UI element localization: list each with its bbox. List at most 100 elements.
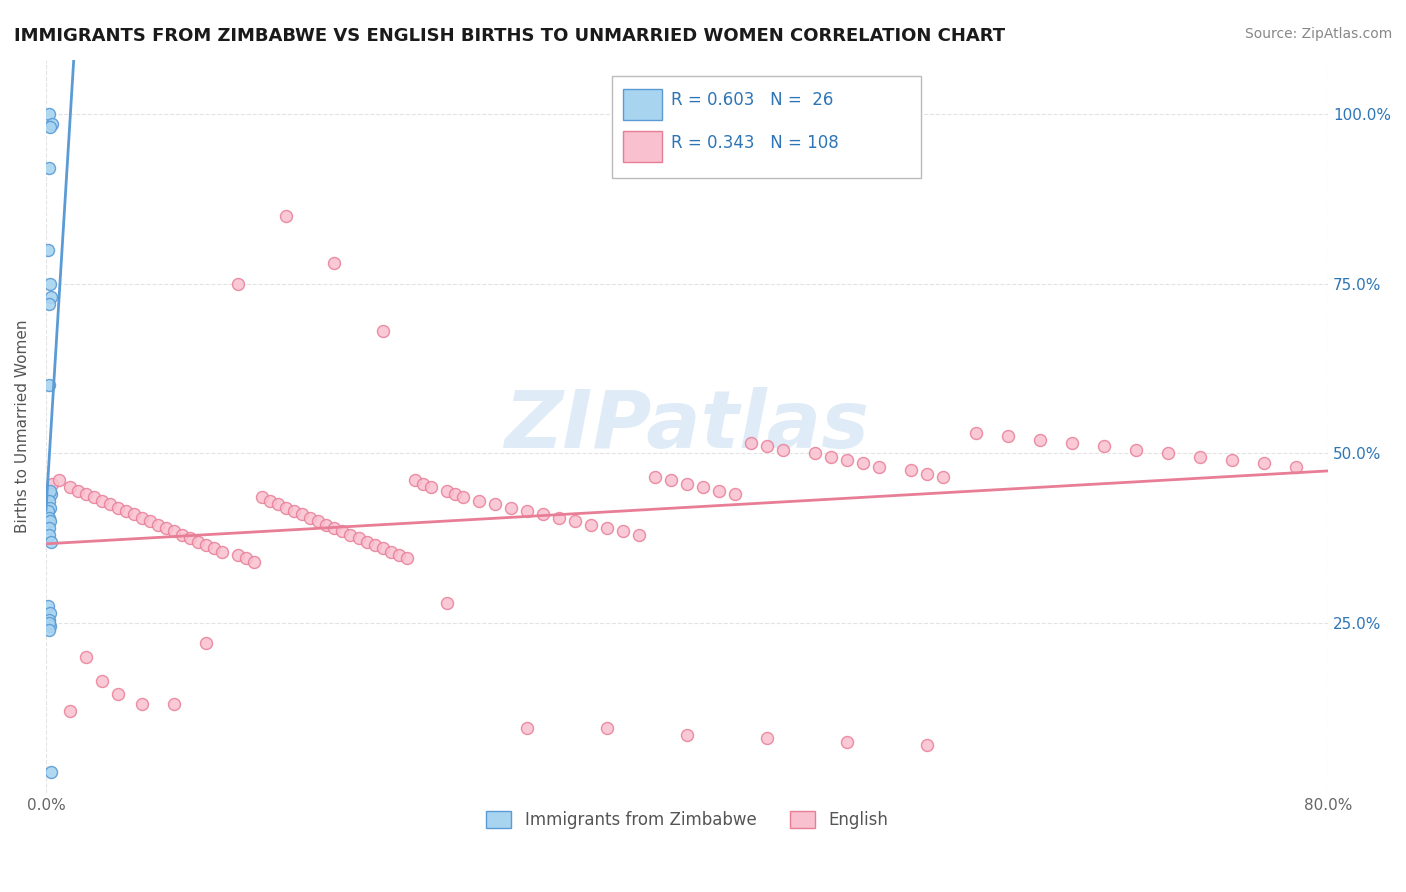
Point: [740, 436, 762, 450]
Point: [38, 297, 60, 311]
Point: [59, 480, 82, 494]
Point: [451, 491, 474, 505]
Point: [371, 541, 394, 556]
Point: [579, 517, 602, 532]
Point: [91, 493, 114, 508]
Point: [172, 527, 194, 541]
Point: [38, 378, 60, 392]
Point: [259, 493, 281, 508]
Point: [235, 551, 257, 566]
Point: [387, 548, 409, 562]
Point: [820, 450, 842, 464]
Point: [371, 324, 394, 338]
Point: [1028, 433, 1050, 447]
Point: [315, 517, 337, 532]
Point: [1060, 436, 1083, 450]
Point: [39, 765, 62, 780]
Point: [59, 704, 82, 718]
Point: [596, 521, 619, 535]
Point: [756, 731, 779, 746]
Point: [707, 483, 730, 498]
Point: [1253, 457, 1275, 471]
Point: [363, 538, 385, 552]
Point: [692, 480, 714, 494]
Point: [467, 493, 489, 508]
Point: [39, 514, 62, 528]
Point: [41, 117, 63, 131]
Point: [91, 673, 114, 688]
Point: [997, 429, 1019, 443]
Point: [38, 107, 60, 121]
Point: [1125, 442, 1147, 457]
Point: [516, 721, 538, 735]
Point: [202, 541, 225, 556]
Point: [1092, 440, 1115, 454]
Point: [39, 483, 62, 498]
Point: [38, 161, 60, 176]
Point: [1285, 459, 1308, 474]
Point: [917, 738, 939, 752]
Point: [323, 256, 346, 270]
Point: [75, 649, 97, 664]
Point: [39, 290, 62, 304]
Point: [226, 548, 249, 562]
Point: [1220, 453, 1243, 467]
Point: [516, 504, 538, 518]
Point: [307, 514, 329, 528]
Point: [436, 483, 458, 498]
Point: [837, 453, 859, 467]
Point: [339, 527, 361, 541]
Point: [772, 442, 794, 457]
Point: [276, 209, 298, 223]
Point: [499, 500, 522, 515]
Point: [965, 425, 987, 440]
Point: [146, 517, 169, 532]
Point: [724, 487, 747, 501]
Point: [98, 497, 121, 511]
Text: ZIPatlas: ZIPatlas: [505, 387, 869, 465]
Point: [37, 599, 59, 613]
Text: IMMIGRANTS FROM ZIMBABWE VS ENGLISH BIRTHS TO UNMARRIED WOMEN CORRELATION CHART: IMMIGRANTS FROM ZIMBABWE VS ENGLISH BIRT…: [14, 27, 1005, 45]
Point: [37, 243, 59, 257]
Point: [39, 120, 62, 135]
Point: [39, 487, 62, 501]
Point: [155, 521, 177, 535]
Text: R = 0.343   N = 108: R = 0.343 N = 108: [671, 134, 838, 152]
Point: [323, 521, 346, 535]
Point: [676, 728, 699, 742]
Point: [917, 467, 939, 481]
Point: [356, 534, 378, 549]
Point: [412, 476, 434, 491]
Point: [347, 531, 370, 545]
Point: [243, 555, 266, 569]
Point: [900, 463, 922, 477]
Point: [48, 474, 70, 488]
Point: [75, 487, 97, 501]
Point: [179, 531, 201, 545]
Point: [436, 596, 458, 610]
Point: [1157, 446, 1180, 460]
Point: [115, 504, 138, 518]
Point: [39, 534, 62, 549]
Text: R = 0.603   N =  26: R = 0.603 N = 26: [671, 91, 832, 109]
Point: [38, 527, 60, 541]
Point: [627, 527, 650, 541]
Point: [283, 504, 305, 518]
Point: [380, 544, 402, 558]
Point: [39, 277, 62, 291]
Point: [41, 476, 63, 491]
Point: [868, 459, 890, 474]
Point: [195, 538, 218, 552]
Point: [195, 636, 218, 650]
Point: [332, 524, 354, 539]
Point: [267, 497, 290, 511]
Point: [659, 474, 682, 488]
Point: [226, 277, 249, 291]
Point: [83, 491, 105, 505]
Point: [644, 470, 666, 484]
Point: [596, 721, 619, 735]
Point: [1188, 450, 1211, 464]
Point: [564, 514, 586, 528]
Point: [163, 524, 186, 539]
Point: [211, 544, 233, 558]
